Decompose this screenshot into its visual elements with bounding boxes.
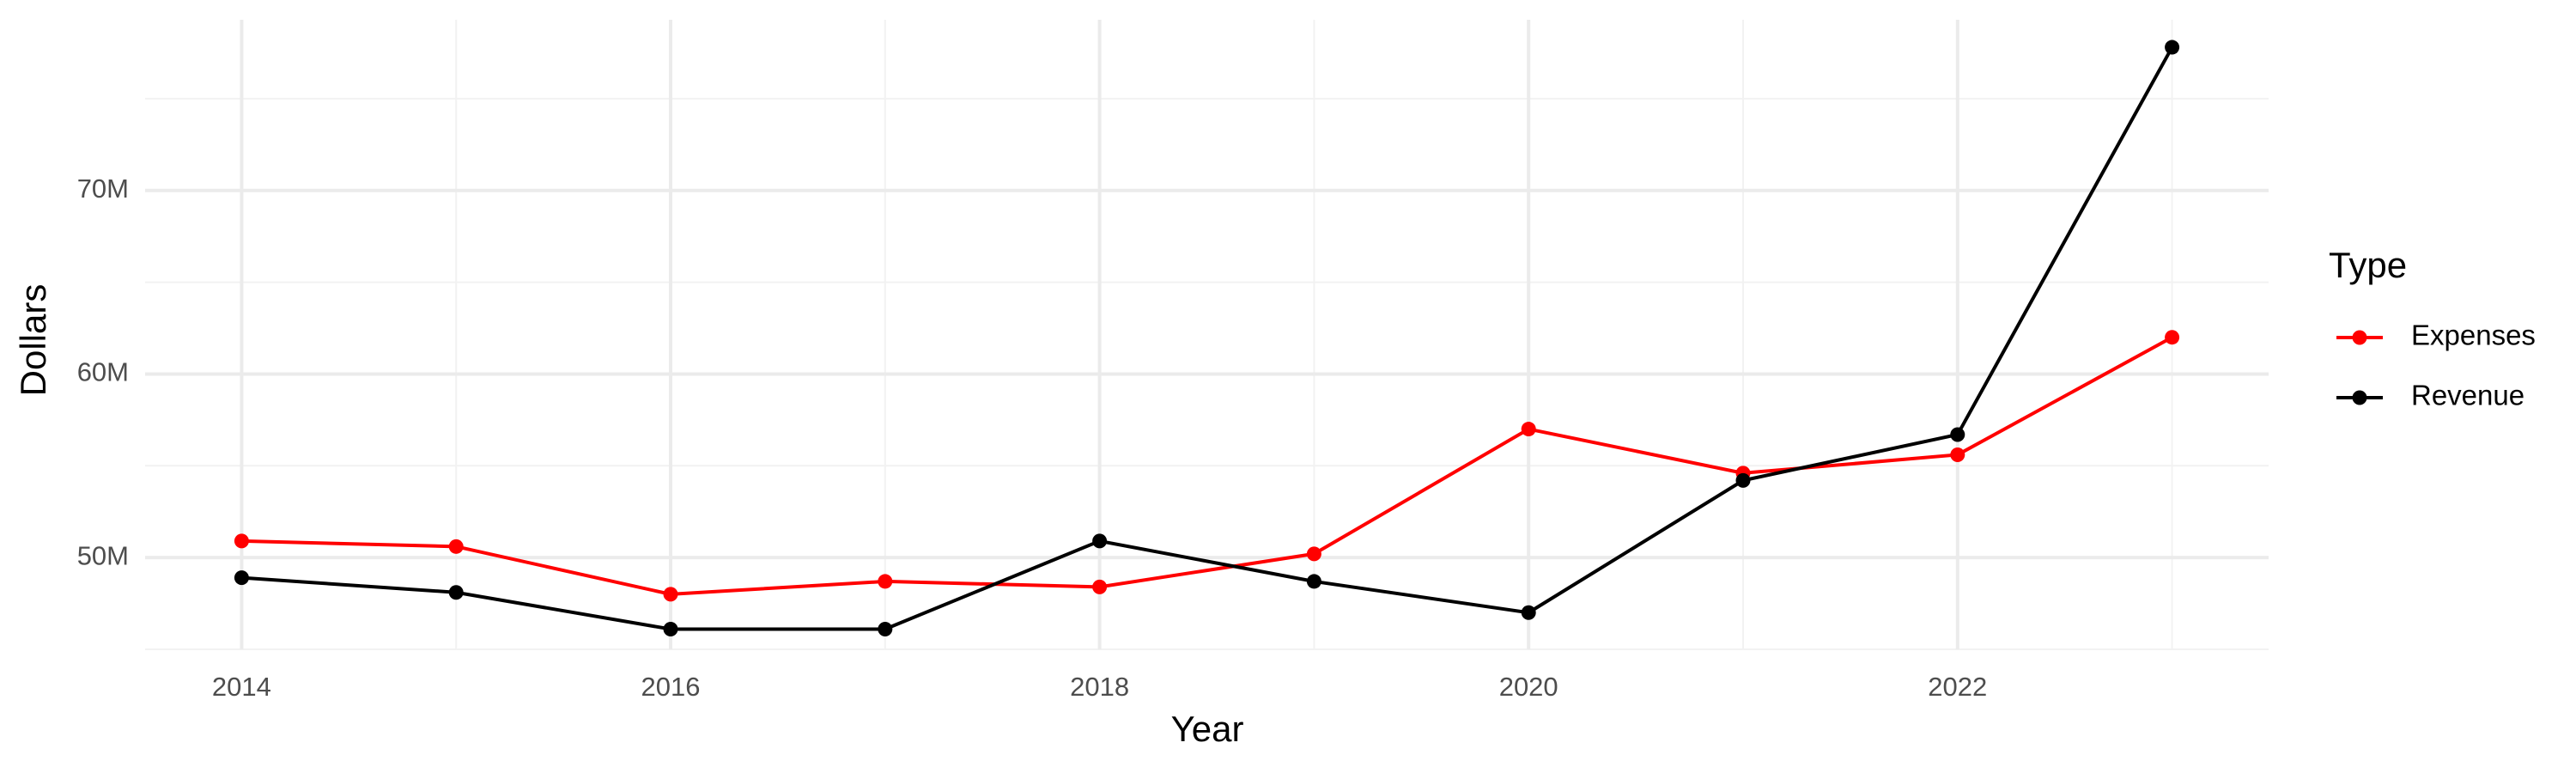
data-point: [2165, 40, 2180, 55]
legend-point: [2352, 330, 2367, 345]
x-tick-label: 2020: [1499, 672, 1558, 702]
data-point: [663, 621, 678, 636]
data-point: [878, 621, 893, 636]
series-line: [241, 46, 2174, 631]
x-tick-label: 2016: [641, 672, 701, 702]
x-tick-label: 2022: [1928, 672, 1987, 702]
x-tick-label: 2014: [212, 672, 271, 702]
data-point: [663, 587, 678, 602]
data-point: [1950, 427, 1965, 442]
series-line: [241, 335, 2173, 596]
data-point: [1306, 574, 1321, 589]
data-point: [2165, 330, 2180, 345]
data-point: [1735, 472, 1751, 488]
legend-title: Type: [2329, 245, 2407, 285]
data-point: [1092, 579, 1108, 594]
x-axis-title: Year: [1171, 709, 1244, 749]
data-point: [878, 574, 893, 589]
data-point: [234, 533, 249, 549]
y-tick-label: 70M: [77, 173, 129, 204]
data-point: [1521, 422, 1536, 437]
data-point: [1306, 546, 1321, 562]
data-point: [1950, 447, 1965, 462]
data-point: [448, 539, 464, 554]
data-point: [448, 585, 464, 600]
y-axis-title: Dollars: [13, 284, 53, 397]
legend-label: Revenue: [2411, 380, 2524, 411]
data-point: [1521, 605, 1536, 620]
data-point: [234, 570, 249, 586]
y-tick-label: 50M: [77, 540, 129, 570]
data-point: [1092, 533, 1108, 549]
x-tick-label: 2018: [1070, 672, 1129, 702]
legend-point: [2352, 390, 2367, 405]
legend-label: Expenses: [2411, 320, 2536, 351]
y-tick-label: 60M: [77, 357, 129, 387]
